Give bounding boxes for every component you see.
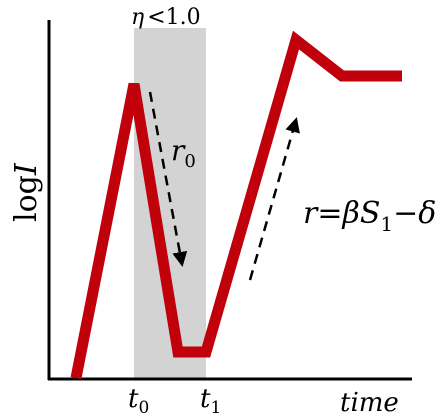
growth-arrow [248,117,300,281]
intensity-curve [70,30,402,380]
y-axis-label: logI [9,162,44,222]
eta-label: η <1.0 [131,5,201,30]
r0-label: r0 [171,134,196,172]
t1-label: t1 [200,384,221,418]
growth-rate-formula: r=βS1−δ [303,196,436,236]
decay-arrow [148,91,188,267]
t0-label: t0 [128,384,149,418]
x-axis-label: time [340,388,399,418]
